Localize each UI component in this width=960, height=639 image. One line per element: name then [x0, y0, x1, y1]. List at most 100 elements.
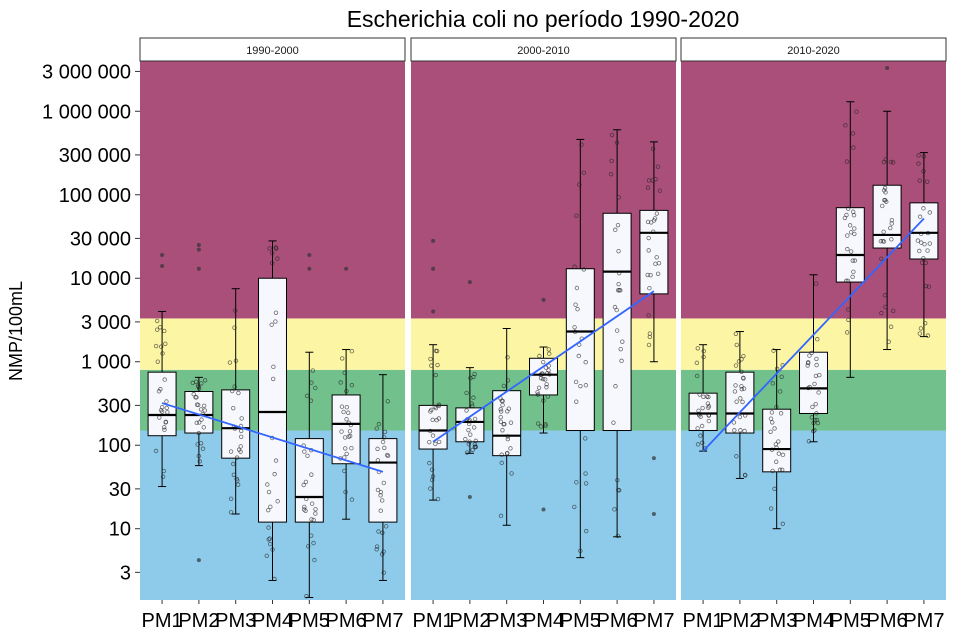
data-point: [267, 246, 272, 251]
data-point: [238, 449, 243, 454]
data-point: [275, 499, 280, 504]
data-point: [923, 320, 928, 326]
data-point: [701, 348, 706, 354]
x-tick-label: PM3: [486, 610, 527, 632]
data-point: [272, 576, 277, 582]
outlier-point: [196, 247, 201, 252]
x-tick-label: PM4: [523, 610, 564, 632]
data-point: [695, 442, 701, 447]
data-point: [304, 594, 309, 599]
outlier-point: [196, 243, 201, 248]
data-point: [852, 258, 858, 263]
box-iqr: [368, 438, 398, 523]
data-point: [436, 416, 442, 421]
data-point: [741, 376, 746, 381]
data-point: [655, 164, 661, 169]
data-point: [232, 325, 237, 330]
x-tick-label: PM3: [215, 610, 256, 632]
data-point: [844, 278, 849, 283]
data-point: [500, 398, 505, 404]
data-point: [433, 405, 439, 411]
outlier-point: [196, 558, 201, 563]
data-point: [848, 230, 854, 235]
data-point: [618, 346, 623, 352]
data-point: [199, 417, 204, 422]
data-point: [734, 454, 739, 459]
data-point: [646, 342, 652, 348]
y-tick-label: 3: [120, 562, 131, 584]
data-point: [378, 493, 383, 498]
data-point: [228, 510, 234, 515]
data-point: [774, 404, 779, 410]
data-point: [381, 549, 386, 554]
data-point: [647, 334, 653, 340]
data-point: [740, 399, 745, 405]
data-point: [700, 405, 705, 411]
data-point: [646, 313, 651, 318]
data-point: [197, 459, 202, 464]
data-point: [583, 436, 588, 441]
data-point: [813, 402, 818, 407]
data-point: [811, 429, 816, 434]
data-point: [921, 206, 926, 211]
y-tick-label: 100 000: [59, 185, 131, 207]
data-point: [463, 436, 468, 442]
data-point: [274, 246, 279, 251]
data-point: [313, 507, 318, 512]
data-point: [547, 351, 552, 356]
data-point: [342, 468, 347, 474]
data-point: [201, 403, 207, 408]
data-point: [378, 508, 383, 513]
data-point: [574, 399, 579, 404]
data-point: [338, 380, 343, 385]
data-point: [346, 434, 352, 439]
data-point: [381, 480, 387, 486]
x-tick-label: PM7: [362, 610, 403, 632]
data-point: [879, 310, 884, 316]
data-point: [572, 264, 577, 269]
data-point: [916, 161, 921, 166]
data-point: [814, 411, 819, 416]
data-point: [163, 419, 169, 425]
data-point: [305, 544, 311, 549]
data-point: [466, 441, 471, 447]
data-point: [732, 428, 737, 433]
data-point: [543, 422, 548, 427]
data-point: [651, 218, 657, 223]
data-point: [616, 487, 621, 493]
outlier-point: [160, 264, 165, 269]
data-point: [382, 429, 388, 435]
data-point: [472, 416, 478, 422]
data-point: [500, 428, 505, 433]
data-point: [428, 356, 433, 362]
data-point: [506, 406, 512, 411]
data-point: [648, 272, 653, 278]
data-point: [888, 225, 893, 231]
data-point: [158, 344, 164, 349]
data-point: [191, 392, 196, 397]
data-point: [880, 203, 885, 209]
data-point: [346, 410, 351, 415]
data-point: [472, 371, 477, 377]
x-tick-label: PM1: [142, 610, 183, 632]
data-point: [228, 496, 234, 502]
data-point: [776, 451, 782, 456]
data-point: [845, 246, 850, 252]
data-point: [468, 432, 473, 437]
data-point: [546, 347, 551, 352]
data-point: [846, 307, 851, 312]
data-point: [198, 407, 204, 412]
data-point: [384, 524, 389, 529]
data-point: [541, 398, 546, 403]
data-point: [779, 467, 785, 473]
data-point: [504, 451, 510, 456]
data-point: [770, 381, 776, 386]
data-point: [919, 240, 924, 245]
y-tick-label: 1 000 000: [42, 101, 131, 123]
data-point: [435, 496, 441, 502]
data-point: [889, 237, 894, 242]
data-point: [889, 217, 895, 223]
data-point: [695, 346, 700, 351]
trend-line: [432, 290, 655, 443]
x-tick-label: PM6: [867, 610, 908, 632]
